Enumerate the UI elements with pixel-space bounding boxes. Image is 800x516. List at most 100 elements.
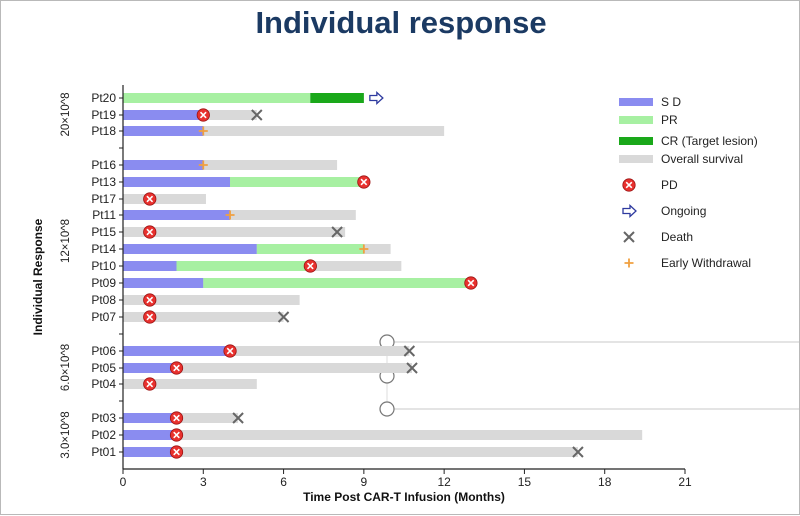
death-marker: [277, 311, 290, 323]
patient-label: Pt09: [91, 276, 116, 290]
pd-cross: [146, 313, 154, 321]
pr-segment: [176, 261, 311, 271]
pr-segment: [203, 278, 471, 288]
os-bar: [123, 194, 206, 204]
patient-label: Pt04: [91, 377, 116, 391]
sd-segment: [123, 430, 177, 440]
pd-cross: [146, 380, 154, 388]
legend-label: CR (Target lesion): [661, 134, 758, 148]
legend-swatch: [619, 98, 653, 106]
pd-marker: [169, 411, 184, 425]
sd-segment: [123, 413, 177, 423]
legend-label: Early Withdrawal: [661, 256, 751, 270]
sd-segment: [123, 447, 177, 457]
patient-label: Pt10: [91, 259, 116, 273]
legend-swatch: [623, 231, 635, 243]
x-tick-label: 21: [678, 475, 692, 489]
legend-swatch: [624, 258, 634, 268]
dose-group-label: 6.0×10^8: [60, 344, 72, 391]
legend-swatch: [619, 116, 653, 124]
os-bar: [123, 363, 413, 373]
sd-segment: [123, 244, 257, 254]
markers-layer: [143, 91, 584, 459]
pd-cross: [226, 347, 234, 355]
os-bar: [123, 210, 356, 220]
os-bar: [123, 379, 257, 389]
withdrawal-marker: [225, 210, 235, 220]
x-tick-label: 6: [280, 475, 287, 489]
pd-marker: [143, 192, 157, 206]
legend-label: S D: [661, 95, 681, 109]
legend-swatch: [619, 137, 653, 145]
death-marker: [406, 362, 418, 374]
callout-circle: [379, 401, 395, 417]
legend-label: PD: [661, 178, 678, 192]
pd-marker: [196, 108, 210, 122]
x-axis-title: Time Post CAR-T Infusion (Months): [303, 490, 505, 504]
pd-marker: [169, 428, 184, 442]
os-bar: [123, 160, 338, 170]
pd-cross: [146, 228, 154, 236]
pd-cross: [173, 364, 180, 372]
pd-marker: [357, 175, 371, 189]
withdrawal-marker: [198, 126, 208, 136]
x-tick-label: 12: [437, 475, 451, 489]
pd-marker: [143, 225, 157, 239]
patient-label: Pt05: [91, 361, 116, 375]
sd-segment: [123, 126, 204, 136]
patient-label: Pt08: [91, 293, 116, 307]
legend-label: Ongoing: [661, 204, 706, 218]
withdrawal-marker: [359, 244, 369, 254]
sd-segment: [123, 363, 177, 373]
pd-marker: [143, 293, 157, 307]
legend-swatch: [622, 204, 637, 218]
pd-marker: [143, 310, 157, 324]
os-bar: [123, 430, 643, 440]
pr-segment: [123, 93, 311, 103]
x-tick-label: 18: [598, 475, 612, 489]
legend-label: Death: [661, 230, 693, 244]
y-axis-title: Individual Response: [31, 218, 45, 335]
os-bar: [123, 346, 410, 356]
sd-segment: [123, 160, 204, 170]
pd-cross: [146, 195, 154, 203]
pd-cross: [625, 181, 633, 189]
dose-group-label: 3.0×10^8: [60, 411, 72, 458]
pd-marker: [223, 344, 237, 358]
decor-layer: [379, 334, 799, 417]
death-marker: [403, 345, 416, 357]
legend-swatch: [619, 155, 653, 163]
patient-label: Pt03: [91, 411, 116, 425]
os-bar: [123, 227, 346, 237]
pr-segment: [230, 177, 364, 187]
pd-marker: [464, 276, 478, 290]
pd-cross: [146, 296, 154, 304]
sd-segment: [123, 346, 231, 356]
pd-marker: [143, 377, 157, 391]
legend-swatch: [622, 178, 636, 192]
death-marker: [251, 109, 263, 121]
pd-cross: [173, 448, 180, 456]
os-bar: [123, 126, 445, 136]
patient-label: Pt11: [92, 208, 116, 222]
death-marker: [232, 412, 244, 424]
x-tick-label: 0: [120, 475, 127, 489]
pd-cross: [173, 414, 180, 422]
dose-group-label: 20×10^8: [60, 92, 72, 136]
pd-cross: [199, 111, 207, 119]
patient-label: Pt14: [91, 242, 116, 256]
ongoing-marker: [369, 91, 384, 105]
legend: S D PR CR (Target lesion) Overall survival P…: [619, 95, 758, 270]
legend-label: PR: [661, 113, 678, 127]
os-bar: [123, 295, 300, 305]
patient-label: Pt02: [91, 428, 116, 442]
os-bar: [123, 447, 578, 457]
bars-layer: [123, 93, 643, 457]
x-tick-label: 3: [200, 475, 207, 489]
pd-marker: [169, 361, 184, 375]
pd-marker: [303, 259, 317, 273]
patient-label: Pt20: [91, 91, 116, 105]
legend-label: Overall survival: [661, 152, 743, 166]
